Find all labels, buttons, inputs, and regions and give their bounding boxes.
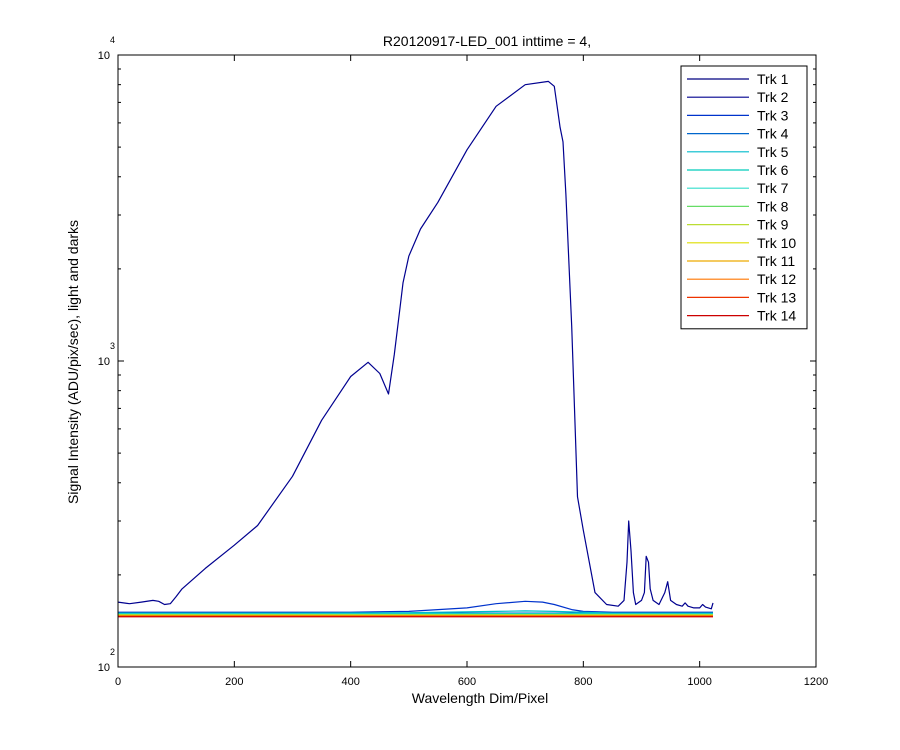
x-tick-label: 200 bbox=[225, 676, 243, 688]
legend-label: Trk 7 bbox=[757, 180, 789, 196]
x-tick-label: 800 bbox=[574, 676, 592, 688]
legend-label: Trk 5 bbox=[757, 144, 789, 160]
legend-label: Trk 10 bbox=[757, 235, 796, 251]
legend-label: Trk 14 bbox=[757, 308, 796, 324]
legend-label: Trk 12 bbox=[757, 271, 796, 287]
legend-label: Trk 1 bbox=[757, 71, 789, 87]
legend-box bbox=[680, 65, 808, 330]
y-axis-label: Signal Intensity (ADU/pix/sec), light an… bbox=[65, 220, 81, 504]
x-tick-label: 1200 bbox=[804, 676, 828, 688]
legend: Trk 1 Trk 2 Trk 3 Trk 4 Trk 5 Trk 6 Trk 7 Trk 8… bbox=[680, 65, 808, 330]
legend-label: Trk 2 bbox=[757, 89, 789, 105]
x-tick-label: 1000 bbox=[687, 676, 711, 688]
legend-label: Trk 9 bbox=[757, 217, 789, 233]
series-line-2 bbox=[117, 80, 714, 610]
x-tick-label: 0 bbox=[115, 676, 121, 688]
series-layer bbox=[117, 80, 714, 618]
x-tick-label: 600 bbox=[458, 676, 476, 688]
legend-label: Trk 8 bbox=[757, 198, 789, 214]
legend-label: Trk 3 bbox=[757, 107, 789, 123]
y-tick-label: 10 bbox=[98, 662, 110, 674]
chart-title: R20120917-LED_001 inttime = 4, bbox=[383, 33, 591, 49]
y-tick-label: 10 bbox=[98, 50, 110, 62]
x-tick-label: 400 bbox=[341, 676, 359, 688]
y-tick-exponent: 4 bbox=[110, 35, 115, 45]
axis-ticks bbox=[117, 54, 817, 668]
x-axis-label: Wavelength Dim/Pixel bbox=[412, 690, 548, 706]
series-line-3 bbox=[118, 600, 713, 613]
legend-label: Trk 6 bbox=[757, 162, 789, 178]
y-tick-label: 10 bbox=[98, 356, 110, 368]
legend-label: Trk 13 bbox=[757, 289, 796, 305]
legend-label: Trk 4 bbox=[757, 126, 789, 142]
y-tick-exponent: 3 bbox=[110, 341, 115, 351]
y-tick-exponent: 2 bbox=[110, 647, 115, 657]
legend-label: Trk 11 bbox=[757, 253, 795, 269]
